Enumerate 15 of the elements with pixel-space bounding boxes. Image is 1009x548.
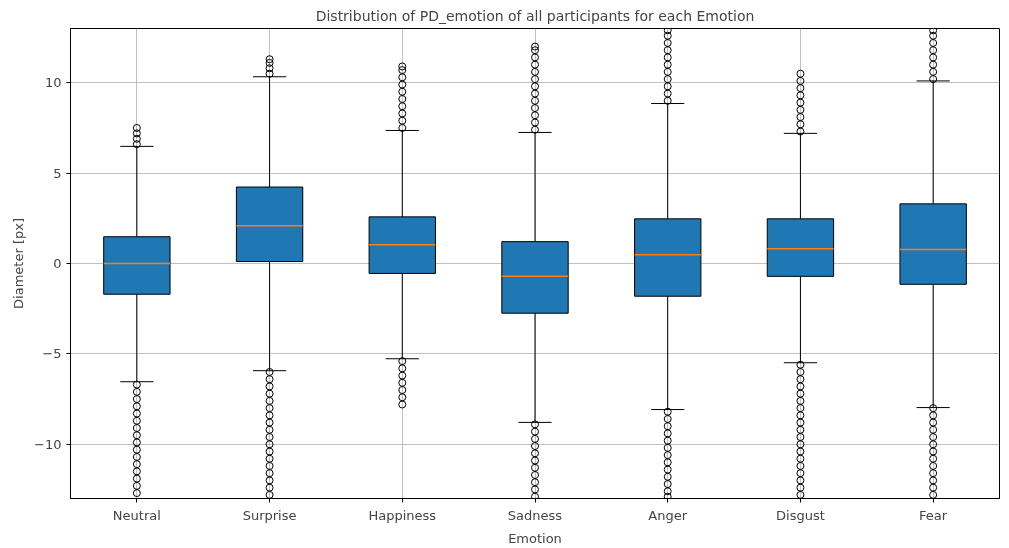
- x-tick-label: Anger: [648, 507, 688, 523]
- y-tick-label: 5: [53, 165, 62, 181]
- y-tick-label: −10: [34, 436, 62, 452]
- x-tick-label: Neutral: [112, 507, 161, 523]
- y-tick-label: −5: [42, 346, 62, 362]
- x-tick-label: Sadness: [507, 507, 563, 523]
- y-tick-label: 0: [53, 256, 62, 271]
- y-axis-title: Diameter [px]: [11, 218, 27, 309]
- x-tick-label: Disgust: [776, 507, 825, 523]
- x-axis-title: Emotion: [508, 530, 562, 546]
- y-tick-label: 10: [44, 75, 62, 91]
- x-tick-label: Surprise: [242, 507, 297, 523]
- chart-title: Distribution of PD_emotion of all participants for each Emotion: [315, 7, 755, 24]
- x-tick-label: Happiness: [368, 507, 437, 523]
- x-tick-label: Fear: [919, 507, 948, 523]
